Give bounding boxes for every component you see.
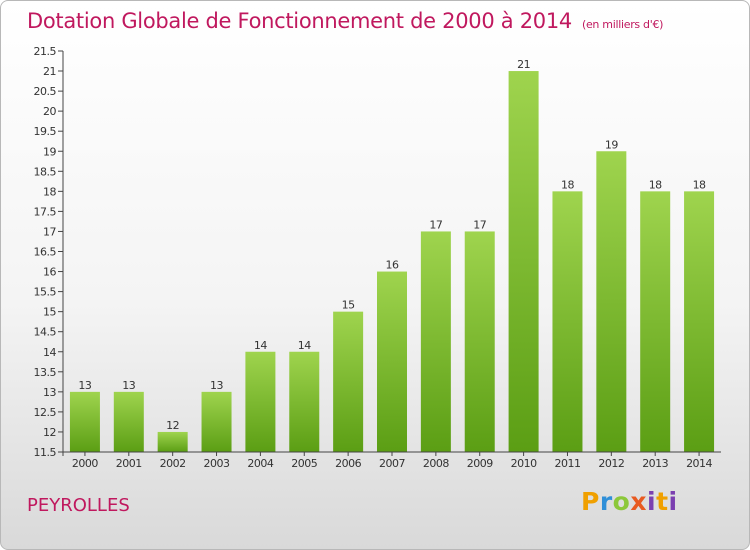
- y-tick-label: 21: [43, 65, 56, 78]
- y-tick-label: 20: [43, 105, 56, 118]
- bar-2007: [377, 271, 407, 452]
- bar-2012: [596, 151, 627, 452]
- bar-2000: [69, 391, 100, 452]
- x-tick-label: 2003: [204, 457, 230, 470]
- chart-title: Dotation Globale de Fonctionnement de 20…: [27, 9, 663, 33]
- y-tick-label: 17.5: [34, 205, 57, 218]
- x-tick-label: 2007: [379, 457, 405, 470]
- bar-value-label: 19: [605, 138, 618, 151]
- y-tick-label: 12.5: [34, 406, 57, 419]
- bar-2013: [640, 191, 671, 452]
- y-axis: 11.5 12 12.5 13 13.5 14 14.5 15 15.5 16 16.5 17 17.5…: [34, 45, 64, 459]
- x-tick-label: 2011: [554, 457, 580, 470]
- bar-value-label: 17: [473, 218, 486, 231]
- x-tick-label: 2008: [423, 457, 449, 470]
- logo-letter: t: [656, 487, 669, 516]
- y-tick-label: 20.5: [34, 85, 57, 98]
- bar-2002: [157, 431, 188, 452]
- bar-2010: [508, 71, 539, 453]
- y-tick-label: 18: [43, 185, 56, 198]
- x-axis: 2000 2001 2002 2003 2004 2005 2006 2007 2008 2009…: [63, 451, 721, 470]
- y-tick-label: 18.5: [34, 165, 57, 178]
- y-tick-label: 21.5: [34, 45, 57, 58]
- logo-letter: i: [647, 487, 657, 516]
- bar-value-label: 13: [122, 379, 135, 392]
- x-tick-label: 2005: [291, 457, 317, 470]
- bars: 13 13 12 13 14 14 15 16 17 17 21 18 19 18 18: [69, 58, 715, 453]
- bar-value-label: 17: [429, 218, 442, 231]
- bar-value-label: 14: [254, 339, 267, 352]
- x-tick-label: 2004: [247, 457, 273, 470]
- bar-value-label: 21: [517, 58, 530, 71]
- x-tick-label: 2002: [160, 457, 186, 470]
- y-tick-label: 15: [43, 306, 56, 319]
- y-tick-label: 16: [43, 266, 56, 279]
- y-tick-label: 14: [43, 346, 56, 359]
- bar-2001: [113, 391, 144, 452]
- bar-2004: [245, 351, 276, 452]
- y-tick-label: 15.5: [34, 286, 57, 299]
- x-tick-label: 2010: [511, 457, 537, 470]
- bar-value-label: 18: [561, 178, 574, 191]
- place-name: PEYROLLES: [27, 495, 130, 516]
- y-tick-label: 14.5: [34, 326, 57, 339]
- y-tick-label: 19.5: [34, 125, 57, 138]
- bar-2008: [420, 231, 451, 452]
- logo-letter: i: [668, 487, 678, 516]
- x-tick-label: 2000: [72, 457, 98, 470]
- x-tick-label: 2014: [686, 457, 712, 470]
- y-tick-label: 17: [43, 225, 56, 238]
- bar-2005: [289, 351, 320, 452]
- x-tick-label: 2006: [335, 457, 361, 470]
- y-tick-label: 13: [43, 386, 56, 399]
- bar-value-label: 13: [210, 379, 223, 392]
- logo-letter: r: [599, 487, 613, 516]
- chart-title-text: Dotation Globale de Fonctionnement de 20…: [27, 9, 572, 33]
- y-tick-label: 19: [43, 145, 56, 158]
- bar-value-label: 18: [693, 178, 706, 191]
- y-tick-label: 12: [43, 426, 56, 439]
- bar-2006: [333, 311, 364, 452]
- x-tick-label: 2012: [598, 457, 624, 470]
- x-tick-label: 2013: [642, 457, 668, 470]
- bar-value-label: 18: [649, 178, 662, 191]
- y-tick-label: 11.5: [34, 446, 57, 459]
- proxiti-logo[interactable]: Proxiti: [581, 487, 678, 516]
- chart-subtitle: (en milliers d'€): [581, 18, 664, 31]
- bar-value-label: 12: [166, 419, 179, 432]
- y-tick-label: 13.5: [34, 366, 57, 379]
- logo-letter: o: [612, 487, 631, 516]
- bar-value-label: 13: [78, 379, 91, 392]
- bar-2003: [201, 391, 232, 452]
- bar-value-label: 15: [342, 299, 355, 312]
- logo-letter: P: [581, 487, 600, 516]
- bar-value-label: 16: [386, 259, 399, 272]
- y-tick-label: 16.5: [34, 246, 57, 259]
- bar-2009: [464, 231, 495, 452]
- bar-2011: [552, 191, 583, 452]
- logo-letter: x: [630, 487, 647, 516]
- bar-value-label: 14: [298, 339, 311, 352]
- x-tick-label: 2009: [467, 457, 493, 470]
- x-tick-label: 2001: [116, 457, 142, 470]
- bar-2014: [684, 191, 715, 452]
